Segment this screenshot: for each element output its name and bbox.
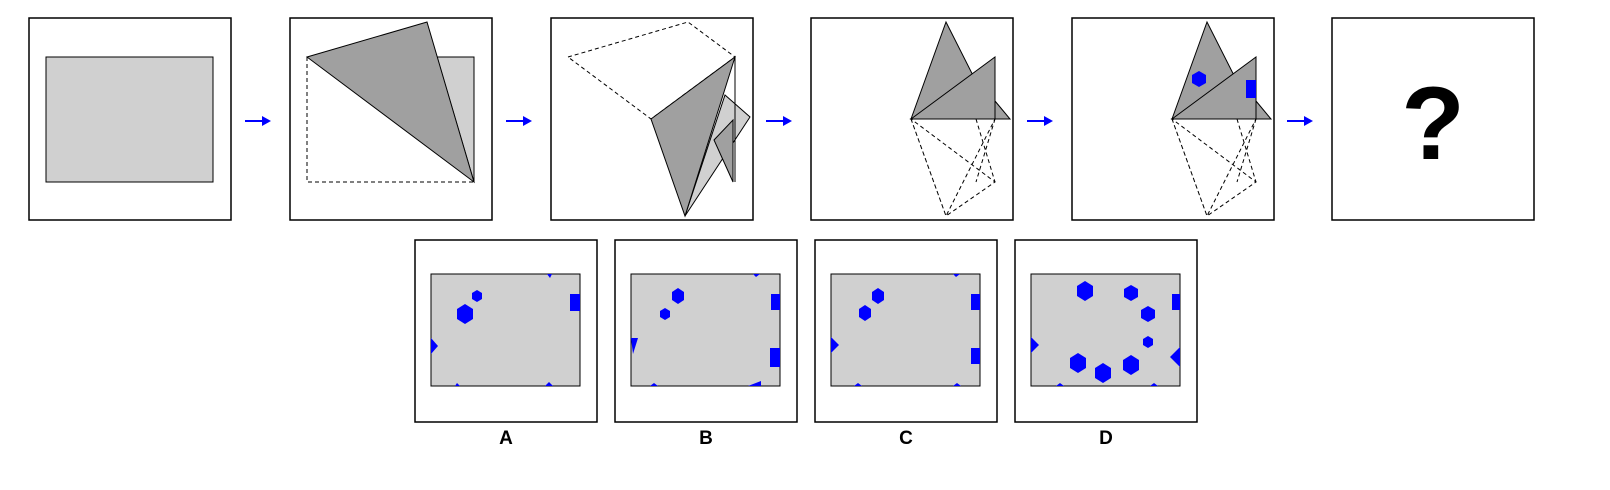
- rectangle-hole: [770, 348, 780, 367]
- unfolded-paper: [630, 273, 781, 387]
- step-first-fold: [289, 17, 493, 221]
- option-d[interactable]: [1014, 239, 1198, 423]
- option-a-label: A: [499, 428, 513, 449]
- arrow-4: [1027, 116, 1053, 126]
- triangle-hole: [1056, 383, 1064, 386]
- hexagon-hole: [457, 304, 473, 324]
- paper-remaining: [684, 94, 751, 217]
- step-second-fold: [550, 17, 754, 221]
- arrow-5: [1287, 116, 1313, 126]
- hexagon-hole: [872, 288, 884, 304]
- option-b-label: B: [699, 428, 713, 449]
- folded-flap: [305, 21, 475, 184]
- hexagon-hole: [859, 305, 871, 321]
- triangle-hole: [631, 338, 638, 354]
- folded-flap-front: [909, 56, 996, 120]
- hexagon-hole: [1123, 355, 1139, 375]
- triangle-hole: [547, 274, 552, 278]
- hexagon-hole: [1192, 71, 1206, 87]
- arrow-3: [766, 116, 792, 126]
- triangle-hole: [953, 383, 961, 386]
- option-b[interactable]: [614, 239, 798, 423]
- rectangle-hole: [771, 294, 780, 310]
- back-layer: [713, 118, 734, 183]
- hexagon-hole: [472, 290, 482, 302]
- rectangle-hole: [971, 294, 980, 310]
- triangle-hole: [1031, 337, 1039, 353]
- unfolded-paper: [830, 273, 981, 387]
- hexagon-hole: [1141, 306, 1155, 322]
- arrow-1: [245, 116, 271, 126]
- hexagon-hole: [1124, 285, 1138, 301]
- triangle-hole: [748, 381, 761, 386]
- option-a[interactable]: [414, 239, 598, 423]
- hexagon-hole: [660, 308, 670, 320]
- triangle-hole: [455, 383, 460, 386]
- step-punched-holes: [1071, 17, 1275, 221]
- hexagon-hole: [1095, 363, 1111, 383]
- triangle-hole: [650, 383, 658, 386]
- paper-sheet: [45, 56, 214, 183]
- hexagon-hole: [672, 288, 684, 304]
- rectangle-hole: [1246, 80, 1256, 98]
- hexagon-hole: [1070, 353, 1086, 373]
- question-mark: ?: [1401, 66, 1465, 182]
- triangle-hole: [753, 274, 760, 277]
- triangle-hole: [854, 383, 862, 386]
- arrow-2: [506, 116, 532, 126]
- rectangle-hole: [971, 348, 980, 364]
- unfolded-paper: [430, 273, 581, 387]
- option-c-label: C: [899, 428, 913, 449]
- rectangle-hole: [1172, 294, 1180, 310]
- step-frame: [1331, 17, 1535, 221]
- folded-flap: [650, 55, 736, 218]
- option-c[interactable]: [814, 239, 998, 423]
- step-unfolded-rectangle: [28, 17, 232, 221]
- hexagon-hole: [1143, 336, 1153, 348]
- hexagon-hole: [1077, 281, 1093, 301]
- rectangle-hole: [570, 294, 580, 311]
- triangle-hole: [545, 382, 553, 386]
- triangle-hole: [1150, 383, 1158, 386]
- triangle-hole: [1170, 347, 1180, 367]
- triangle-hole: [431, 338, 438, 354]
- triangle-hole: [831, 337, 839, 353]
- triangle-hole: [953, 274, 960, 277]
- option-d-label: D: [1099, 428, 1113, 449]
- step-third-fold: [810, 17, 1014, 221]
- step-question: ?: [1331, 17, 1535, 221]
